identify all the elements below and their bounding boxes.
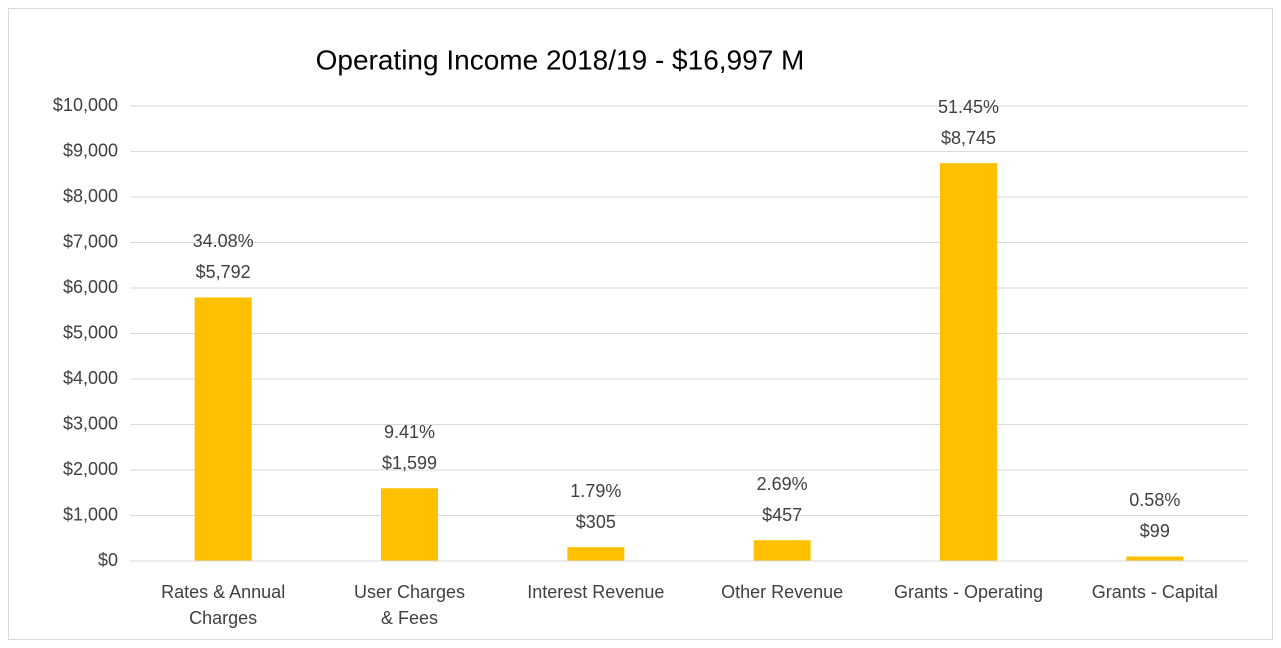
- x-tick-label: Other Revenue: [721, 582, 844, 602]
- value-label: $305: [576, 512, 616, 532]
- y-tick-label: $6,000: [63, 277, 118, 297]
- bar: [1126, 556, 1184, 561]
- value-label: $8,745: [941, 128, 996, 148]
- y-tick-label: $1,000: [63, 504, 118, 524]
- percent-label: 1.79%: [570, 481, 621, 501]
- value-label: $99: [1140, 521, 1170, 541]
- bar: [567, 547, 625, 561]
- percent-label: 34.08%: [193, 231, 254, 251]
- y-tick-label: $10,000: [53, 95, 118, 115]
- bar: [753, 540, 811, 561]
- x-tick-label: Grants - Capital: [1091, 582, 1218, 602]
- value-label: $457: [762, 505, 802, 525]
- y-tick-label: $3,000: [63, 413, 118, 433]
- y-tick-label: $9,000: [63, 140, 118, 160]
- percent-label: 9.41%: [384, 422, 435, 442]
- x-tick-label: Rates & Annual Charges: [161, 582, 286, 628]
- y-tick-label: $4,000: [63, 368, 118, 388]
- bar: [381, 488, 438, 561]
- chart-title: Operating Income 2018/19 - $16,997 M: [316, 44, 805, 75]
- y-tick-label: $8,000: [63, 186, 118, 206]
- value-label: $1,599: [382, 453, 437, 473]
- percent-label: 2.69%: [757, 474, 808, 494]
- percent-label: 0.58%: [1129, 490, 1180, 510]
- bar: [194, 297, 252, 561]
- value-label: $5,792: [196, 262, 251, 282]
- bar: [940, 163, 997, 562]
- y-tick-label: $2,000: [63, 459, 118, 479]
- y-tick-label: $5,000: [63, 322, 118, 342]
- x-tick-label: Grants - Operating: [893, 582, 1044, 602]
- x-tick-label: Interest Revenue: [527, 582, 665, 602]
- y-tick-label: $0: [98, 550, 118, 570]
- y-tick-label: $7,000: [63, 231, 118, 251]
- percent-label: 51.45%: [938, 97, 999, 117]
- x-tick-label: User Charges & Fees: [353, 582, 466, 628]
